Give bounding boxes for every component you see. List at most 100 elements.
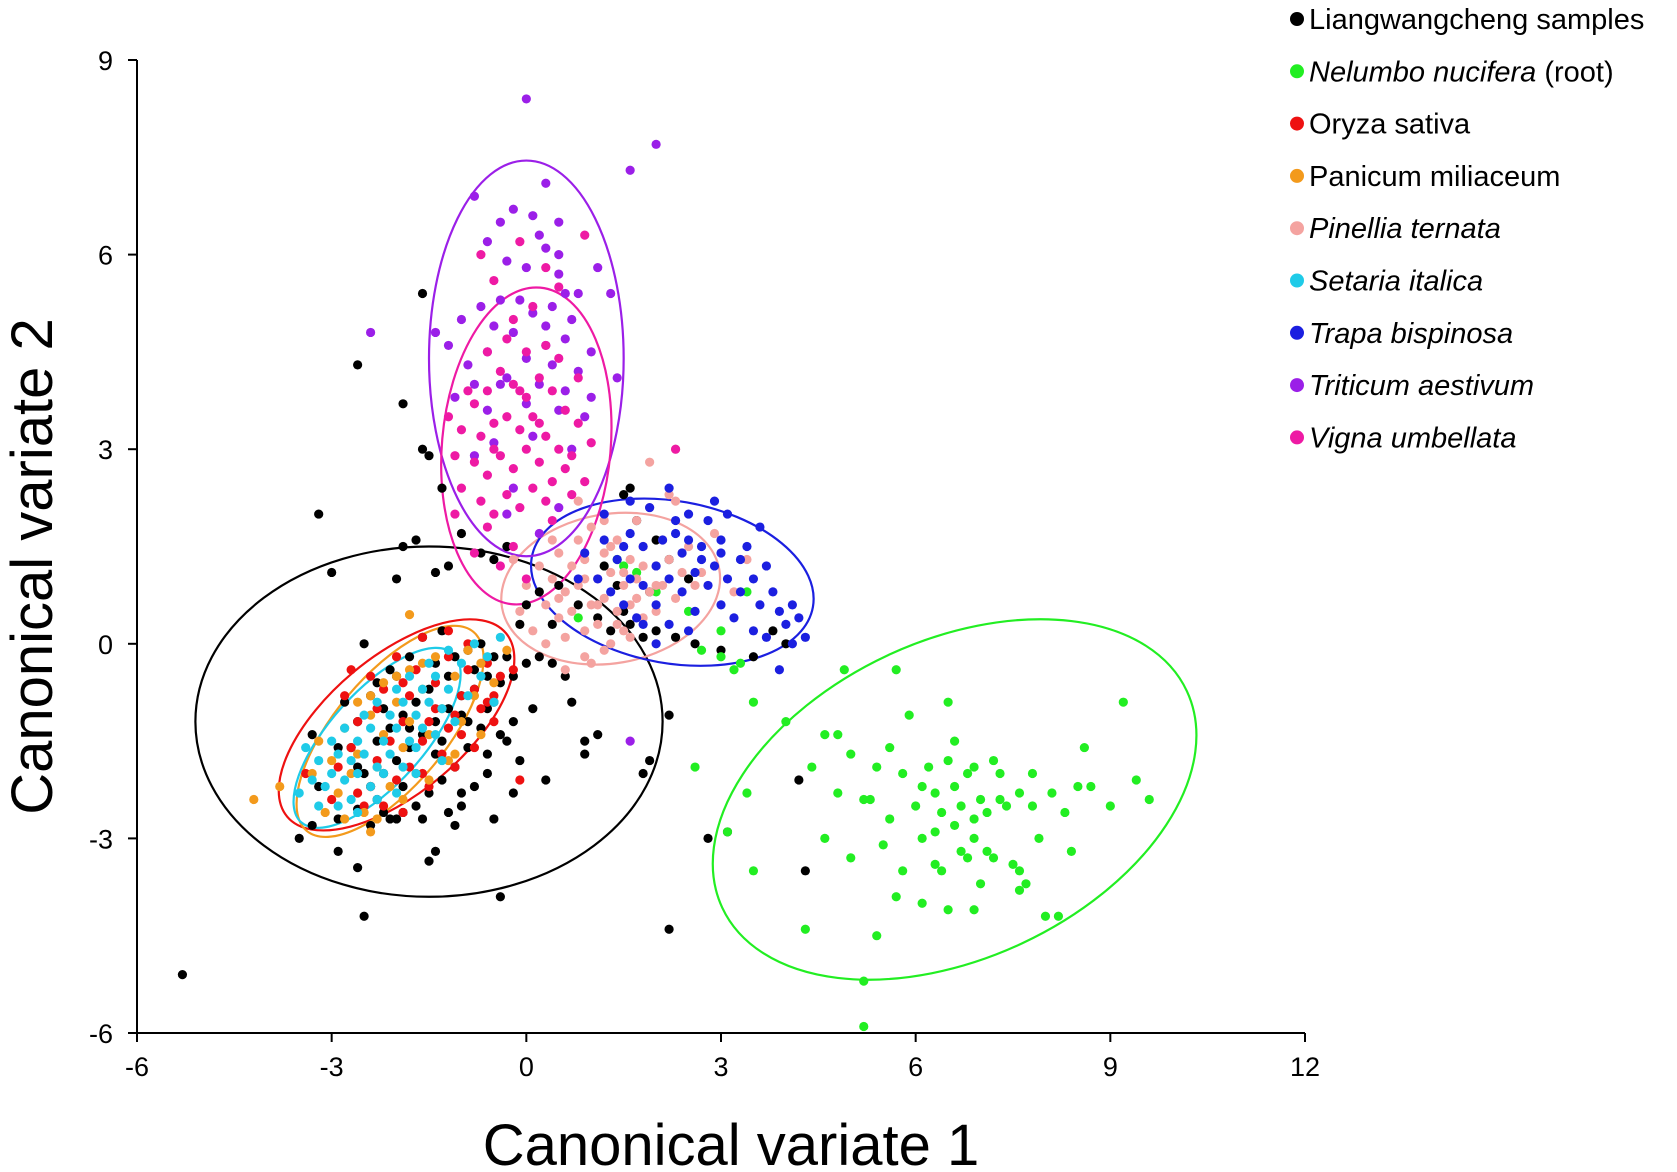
pinellia-ternata-point — [580, 652, 590, 662]
legend-item-nelumbo-nucifera: Nelumbo nucifera (root) — [1290, 56, 1614, 88]
liangwangcheng-samples-point — [353, 862, 363, 873]
legend-name: Oryza sativa — [1309, 109, 1471, 141]
oryza-sativa-point — [456, 730, 467, 740]
triticum-aestivum-point — [528, 211, 538, 221]
legend-item-panicum-miliaceum: Panicum miliaceum — [1290, 161, 1560, 193]
vigna-umbellata-point — [476, 496, 486, 506]
pinellia-ternata-point — [709, 528, 720, 539]
legend-name: Setaria italica — [1309, 266, 1483, 298]
setaria-italica-point — [353, 768, 363, 779]
liangwangcheng-samples-point — [417, 444, 428, 454]
triticum-aestivum-point — [554, 217, 564, 227]
legend-name: Panicum miliaceum — [1309, 161, 1560, 193]
pinellia-ternata-points — [508, 444, 752, 675]
nelumbo-nucifera-point — [735, 658, 746, 668]
vigna-umbellata-point — [443, 412, 454, 422]
pinellia-ternata-point — [677, 567, 687, 578]
liangwangcheng-samples-point — [469, 781, 480, 792]
nelumbo-nucifera-point — [820, 833, 830, 844]
setaria-italica-point — [366, 723, 376, 733]
nelumbo-nucifera-point — [937, 807, 947, 818]
nelumbo-nucifera-point — [716, 652, 726, 662]
setaria-italica-point — [495, 632, 505, 642]
nelumbo-nucifera-point — [573, 613, 583, 623]
triticum-aestivum-point — [450, 392, 460, 402]
legend-label: Oryza sativa — [1309, 109, 1471, 141]
legend-item-oryza-sativa: Oryza sativa — [1290, 109, 1471, 141]
triticum-aestivum-point — [651, 139, 661, 149]
nelumbo-nucifera-point — [742, 587, 752, 597]
legend-name: Liangwangcheng samples — [1309, 4, 1644, 36]
setaria-italica-point — [346, 794, 356, 805]
nelumbo-nucifera-point — [839, 665, 849, 675]
triticum-aestivum-point — [456, 314, 467, 325]
oryza-sativa-point — [385, 736, 395, 746]
setaria-italica-point — [327, 736, 337, 746]
nelumbo-nucifera-point — [619, 561, 629, 571]
nelumbo-nucifera-point — [1060, 807, 1070, 818]
legend-item-triticum-aestivum: Triticum aestivum — [1290, 370, 1534, 402]
liangwangcheng-samples-point — [333, 742, 343, 753]
panicum-miliaceum-point — [353, 749, 363, 759]
panicum-miliaceum-point — [476, 658, 486, 668]
vigna-umbellata-point — [567, 490, 577, 500]
trapa-bispinosa-point — [651, 639, 661, 649]
liangwangcheng-samples-point — [391, 574, 402, 584]
pinellia-ternata-point — [658, 580, 668, 591]
legend-name: Vigna umbellata — [1309, 422, 1516, 454]
liangwangcheng-samples-point — [768, 626, 778, 636]
nelumbo-nucifera-point — [833, 788, 843, 798]
vigna-umbellata-point — [502, 490, 512, 500]
pinellia-ternata-point — [560, 665, 570, 675]
nelumbo-nucifera-point — [651, 587, 661, 597]
setaria-italica-points — [294, 632, 505, 818]
pinellia-ternata-point — [599, 515, 609, 526]
panicum-miliaceum-point — [353, 697, 363, 707]
vigna-umbellata-point — [541, 496, 551, 506]
liangwangcheng-samples-point — [450, 652, 460, 662]
triticum-aestivum-point — [489, 438, 499, 448]
nelumbo-nucifera-point — [1008, 859, 1018, 869]
pinellia-ternata-point — [567, 606, 577, 616]
triticum-aestivum-point — [495, 379, 505, 389]
legend-marker — [1290, 221, 1304, 236]
triticum-aestivum-point — [528, 431, 538, 441]
trapa-bispinosa-point — [768, 587, 778, 597]
pinellia-ternata-point — [534, 561, 544, 571]
setaria-italica-point — [417, 684, 428, 694]
oryza-sativa-point — [443, 626, 454, 636]
setaria-italica-point — [430, 730, 441, 740]
liangwangcheng-samples-point — [314, 781, 324, 792]
liangwangcheng-samples-point — [456, 710, 467, 720]
trapa-bispinosa-point — [755, 600, 765, 610]
triticum-aestivum-point — [495, 295, 505, 305]
trapa-bispinosa-point — [580, 548, 590, 558]
liangwangcheng-samples-point — [437, 736, 447, 746]
liangwangcheng-samples-point — [528, 704, 538, 714]
liangwangcheng-samples-point — [800, 866, 810, 876]
vigna-umbellata-point — [482, 470, 492, 480]
nelumbo-nucifera-point — [748, 697, 759, 707]
trapa-bispinosa-point — [677, 548, 687, 558]
nelumbo-nucifera-point — [632, 567, 642, 578]
pinellia-ternata-point — [580, 626, 590, 636]
setaria-italica-point — [372, 794, 382, 805]
triticum-aestivum-point — [560, 334, 570, 344]
trapa-bispinosa-point — [664, 483, 674, 493]
setaria-italica-point — [463, 691, 473, 701]
liangwangcheng-samples-point — [521, 658, 531, 668]
panicum-miliaceum-point — [463, 645, 473, 655]
liangwangcheng-samples-point — [495, 892, 505, 902]
nelumbo-nucifera-point — [988, 853, 999, 863]
nelumbo-nucifera-point — [924, 762, 934, 772]
panicum-miliaceum-point — [366, 827, 376, 837]
nelumbo-nucifera-point — [1079, 742, 1089, 753]
panicum-miliaceum-point — [398, 742, 408, 753]
trapa-bispinosa-point — [716, 600, 726, 610]
trapa-bispinosa-point — [683, 535, 694, 545]
pinellia-ternata-point — [612, 606, 622, 616]
liangwangcheng-samples-point — [437, 483, 447, 493]
liangwangcheng-samples-point — [372, 736, 382, 746]
setaria-italica-point — [340, 775, 350, 785]
pinellia-ternata-point — [632, 515, 642, 526]
